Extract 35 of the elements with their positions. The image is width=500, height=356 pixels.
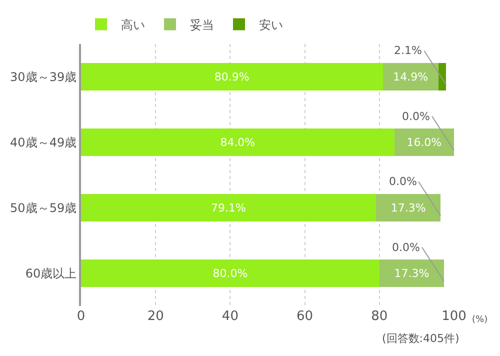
x-tick-label: 0 [76, 309, 86, 324]
bar [379, 260, 444, 288]
legend-label: 妥当 [190, 18, 214, 32]
data-label: 17.3% [394, 266, 430, 280]
bar [394, 128, 454, 156]
data-label: 16.0% [406, 136, 442, 149]
x-tick-label: 80 [371, 309, 388, 324]
bar [382, 63, 438, 91]
data-label: 0.0% [392, 241, 420, 254]
y-tick-label: 40歳～49歳 [10, 135, 77, 150]
data-label: 17.3% [390, 201, 426, 214]
x-tick-label: 100 [442, 309, 466, 324]
bar [81, 260, 380, 288]
data-label: 14.9% [393, 70, 428, 84]
bar [81, 194, 376, 222]
text: (回答数:405件) [382, 332, 460, 345]
x-tick-label: 60 [296, 309, 314, 324]
data-label: 80.9% [214, 70, 250, 84]
data-label: 84.0% [220, 136, 256, 149]
text: (%) [472, 315, 488, 325]
legend-label: 安い [259, 18, 283, 32]
x-tick-label: 20 [147, 309, 164, 324]
x-tick-label: 40 [222, 309, 238, 324]
y-tick-label: 60歳以上 [25, 266, 77, 280]
legend-label: 高い [121, 18, 145, 32]
data-label: 79.1% [211, 201, 246, 214]
bar [376, 194, 441, 222]
data-label: 0.0% [389, 175, 417, 188]
bar [81, 128, 394, 156]
data-label: 2.1% [394, 44, 422, 57]
data-label: 0.0% [402, 110, 430, 123]
data-label: 80.0% [212, 266, 248, 280]
y-tick-label: 30歳～39歳 [10, 70, 77, 84]
y-tick-label: 50歳～59歳 [10, 200, 77, 215]
bar [81, 63, 383, 91]
